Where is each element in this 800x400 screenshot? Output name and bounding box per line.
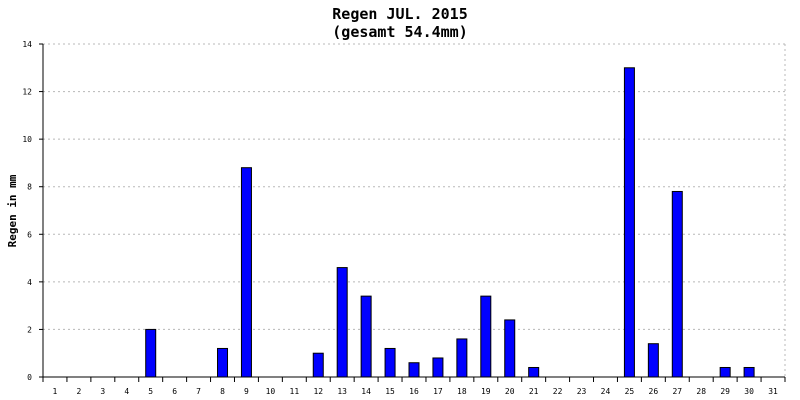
x-tick-label-1: 1 <box>53 387 58 396</box>
bar-day-14 <box>360 295 372 378</box>
x-tick-label-21: 21 <box>529 387 539 396</box>
bar-day-17 <box>432 357 444 378</box>
x-tick-label-11: 11 <box>290 387 300 396</box>
bar-day-20 <box>504 319 516 378</box>
y-tick-label-12: 12 <box>22 88 32 97</box>
chart-title: Regen JUL. 2015 <box>332 5 467 23</box>
x-tick-label-22: 22 <box>553 387 563 396</box>
y-tick-label-8: 8 <box>27 183 32 192</box>
y-tick-labels: 0 2 4 6 8 10 12 14 <box>22 40 32 382</box>
y-tick-label-6: 6 <box>27 230 32 239</box>
x-tick-label-8: 8 <box>220 387 225 396</box>
x-tick-label-26: 26 <box>649 387 659 396</box>
axis-layer <box>39 43 786 382</box>
bar-day-18 <box>456 338 468 378</box>
bar-day-21 <box>528 366 540 378</box>
y-tick-label-4: 4 <box>27 278 32 287</box>
bar-day-9 <box>240 167 252 378</box>
bar-day-27 <box>671 190 683 378</box>
x-tick-label-15: 15 <box>385 387 395 396</box>
x-tick-label-24: 24 <box>601 387 611 396</box>
x-tick-label-7: 7 <box>196 387 201 396</box>
bar-day-26 <box>647 343 659 378</box>
bar-day-16 <box>408 362 420 378</box>
x-tick-labels: 1 2 3 4 5 6 7 8 9 10 11 12 13 14 15 16 17 18 19 20 21 22 23 24 2… <box>53 387 778 396</box>
bar-layer <box>145 67 755 378</box>
x-tick-label-12: 12 <box>313 387 323 396</box>
y-tick-label-0: 0 <box>27 373 32 382</box>
x-tick-label-4: 4 <box>124 387 129 396</box>
x-tick-label-23: 23 <box>577 387 587 396</box>
x-tick-label-2: 2 <box>76 387 81 396</box>
y-axis-label: Regen in mm <box>6 174 19 247</box>
x-tick-label-6: 6 <box>172 387 177 396</box>
x-tick-label-27: 27 <box>672 387 682 396</box>
x-tick-label-10: 10 <box>266 387 276 396</box>
y-tick-label-14: 14 <box>22 40 32 49</box>
x-tick-label-19: 19 <box>481 387 491 396</box>
bar-day-29 <box>719 366 731 378</box>
x-tick-label-17: 17 <box>433 387 443 396</box>
bar-day-13 <box>336 267 348 378</box>
x-tick-label-30: 30 <box>744 387 754 396</box>
x-tick-label-25: 25 <box>625 387 635 396</box>
chart-subtitle: (gesamt 54.4mm) <box>332 23 467 41</box>
x-tick-label-14: 14 <box>361 387 371 396</box>
bar-day-8 <box>217 347 229 378</box>
x-tick-label-13: 13 <box>337 387 347 396</box>
x-tick-label-28: 28 <box>696 387 706 396</box>
y-tick-label-2: 2 <box>27 325 32 334</box>
bar-day-15 <box>384 347 396 378</box>
x-tick-label-31: 31 <box>768 387 778 396</box>
x-tick-label-9: 9 <box>244 387 249 396</box>
x-tick-label-16: 16 <box>409 387 419 396</box>
bar-day-19 <box>480 295 492 378</box>
bar-day-5 <box>145 328 157 378</box>
grid-layer <box>43 43 786 377</box>
bar-day-25 <box>623 67 635 378</box>
x-tick-label-29: 29 <box>720 387 730 396</box>
x-tick-label-3: 3 <box>100 387 105 396</box>
x-tick-label-20: 20 <box>505 387 515 396</box>
y-tick-label-10: 10 <box>22 135 32 144</box>
bar-day-30 <box>743 366 755 378</box>
x-tick-label-5: 5 <box>148 387 153 396</box>
bar-day-12 <box>312 352 324 378</box>
x-tick-label-18: 18 <box>457 387 467 396</box>
